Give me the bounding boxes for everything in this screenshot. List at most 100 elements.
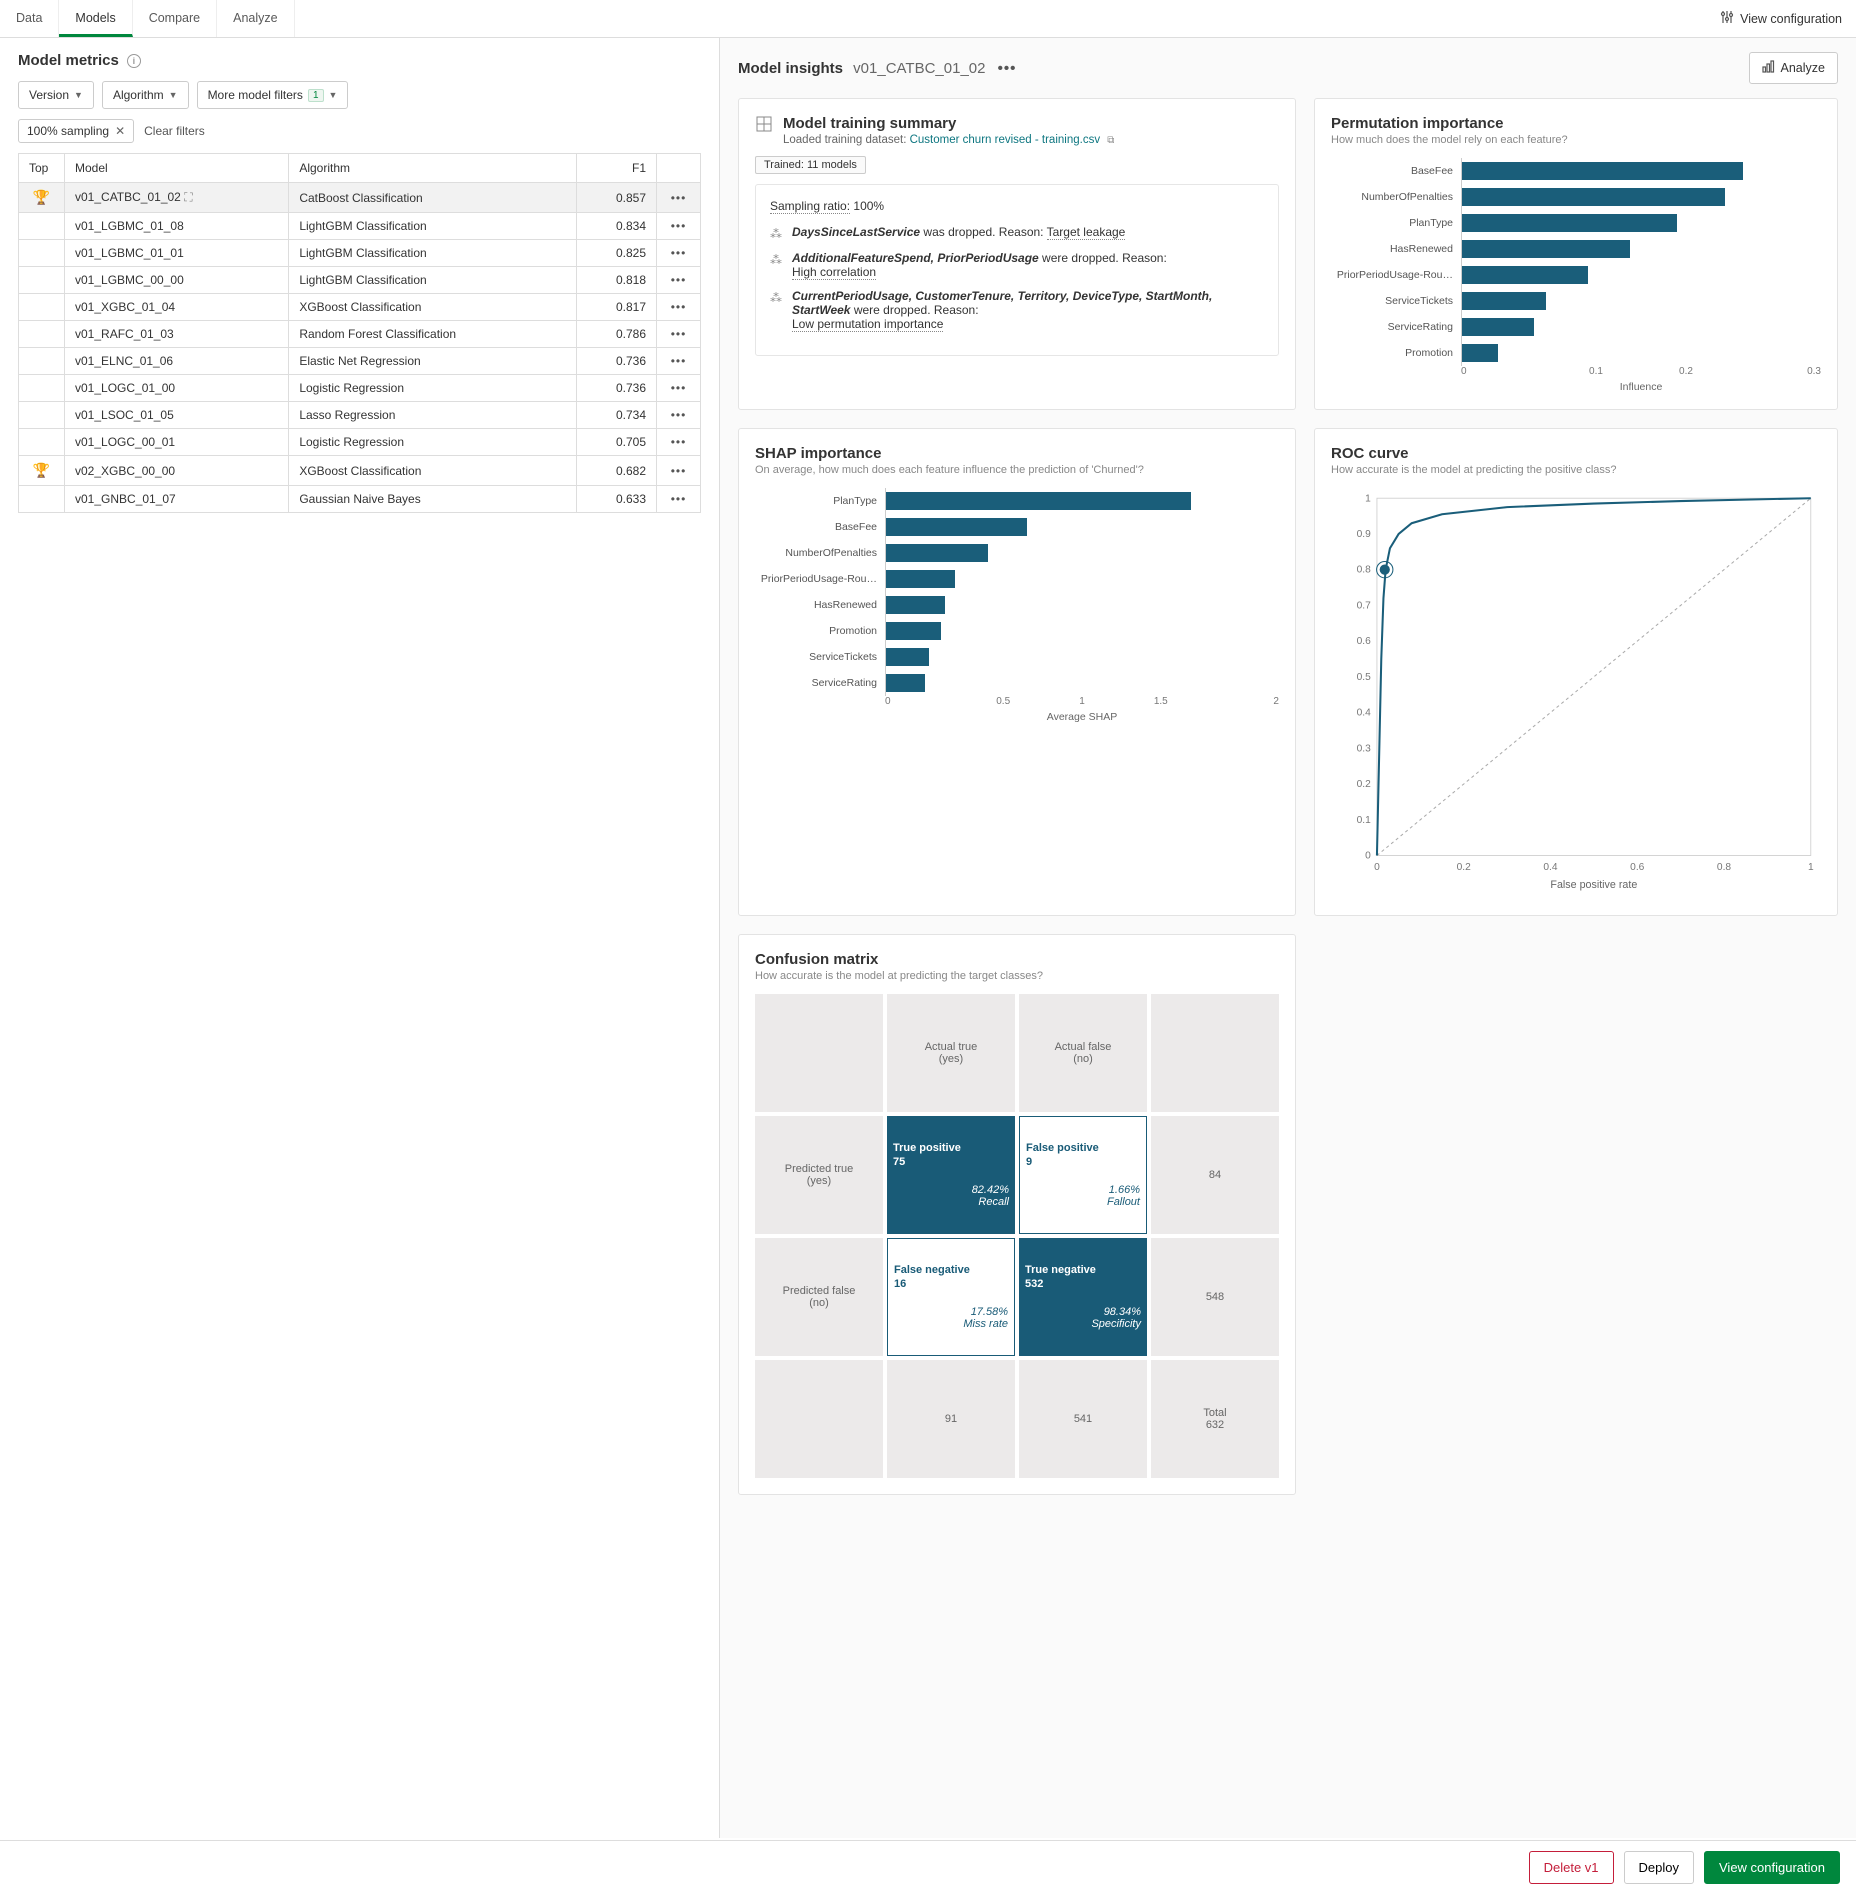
model-name-cell: v01_LGBMC_01_08 [65,213,289,240]
bar-label: Promotion [1331,347,1461,359]
roc-card: ROC curve How accurate is the model at p… [1314,428,1838,916]
model-name-cell: v01_LSOC_01_05 [65,402,289,429]
more-filters[interactable]: More model filters 1 ▼ [197,81,349,109]
cm-tn: True negative53298.34%Specificity [1019,1238,1147,1356]
table-row[interactable]: v01_XGBC_01_04XGBoost Classification0.81… [19,294,701,321]
bar-fill [886,648,929,666]
tab-compare[interactable]: Compare [133,0,217,37]
bar-row: PlanType [755,488,1279,514]
row-menu-icon[interactable]: ••• [657,402,701,429]
algo-cell: Gaussian Naive Bayes [289,486,577,513]
col-Model[interactable]: Model [65,154,289,183]
sparkle-icon: ⁂ [770,227,782,241]
bar-fill [886,622,941,640]
bar-fill [886,596,945,614]
training-title: Model training summary [783,115,1279,132]
bar-fill [1462,266,1588,284]
col-F1[interactable]: F1 [577,154,657,183]
close-icon[interactable]: ✕ [115,124,125,138]
algorithm-filter[interactable]: Algorithm▼ [102,81,189,109]
tab-models[interactable]: Models [59,0,132,37]
trophy-icon [19,429,65,456]
tab-data[interactable]: Data [0,0,59,37]
model-name-cell: v01_LOGC_01_00 [65,375,289,402]
bar-label: HasRenewed [1331,243,1461,255]
bar-row: PlanType [1331,210,1821,236]
axis-title: Influence [1461,381,1821,393]
f1-cell: 0.736 [577,375,657,402]
bar-fill [1462,344,1498,362]
sliders-icon [1720,10,1734,27]
table-row[interactable]: v01_GNBC_01_07Gaussian Naive Bayes0.633•… [19,486,701,513]
row-menu-icon[interactable]: ••• [657,240,701,267]
row-menu-icon[interactable]: ••• [657,321,701,348]
cm-empty [755,994,883,1112]
table-row[interactable]: v01_LOGC_01_00Logistic Regression0.736••… [19,375,701,402]
bar-label: BaseFee [755,521,885,533]
dataset-link[interactable]: Customer churn revised - training.csv [910,134,1100,146]
algo-cell: XGBoost Classification [289,294,577,321]
col-Top[interactable]: Top [19,154,65,183]
table-row[interactable]: v01_LSOC_01_05Lasso Regression0.734••• [19,402,701,429]
table-row[interactable]: 🏆v01_CATBC_01_02 ⛶CatBoost Classificatio… [19,183,701,213]
row-menu-icon[interactable]: ••• [657,486,701,513]
version-filter[interactable]: Version▼ [18,81,94,109]
table-row[interactable]: v01_LGBMC_00_00LightGBM Classification0.… [19,267,701,294]
axis-tick: 0 [1461,366,1551,377]
info-icon[interactable]: i [127,54,141,68]
view-config-button[interactable]: View configuration [1704,1851,1840,1884]
more-icon[interactable]: ••• [998,60,1017,77]
tab-analyze[interactable]: Analyze [217,0,294,37]
svg-text:0.5: 0.5 [1357,672,1371,683]
row-menu-icon[interactable]: ••• [657,429,701,456]
col-Algorithm[interactable]: Algorithm [289,154,577,183]
bar-fill [1462,162,1743,180]
f1-cell: 0.705 [577,429,657,456]
row-menu-icon[interactable]: ••• [657,348,701,375]
algo-cell: XGBoost Classification [289,456,577,486]
row-menu-icon[interactable]: ••• [657,294,701,321]
row-menu-icon[interactable]: ••• [657,267,701,294]
col-actions[interactable] [657,154,701,183]
trophy-icon [19,213,65,240]
sampling-chip[interactable]: 100% sampling✕ [18,119,134,143]
cm-col1-total: 91 [887,1360,1015,1478]
expand-icon[interactable]: ⛶ [184,190,192,204]
bar-fill [886,518,1027,536]
delete-button[interactable]: Delete v1 [1529,1851,1614,1884]
cm-pred-false-hdr: Predicted false(no) [755,1238,883,1356]
table-row[interactable]: v01_LGBMC_01_08LightGBM Classification0.… [19,213,701,240]
table-row[interactable]: v01_LGBMC_01_01LightGBM Classification0.… [19,240,701,267]
trophy-icon: 🏆 [19,456,65,486]
table-row[interactable]: 🏆v02_XGBC_00_00XGBoost Classification0.6… [19,456,701,486]
f1-cell: 0.817 [577,294,657,321]
table-row[interactable]: v01_ELNC_01_06Elastic Net Regression0.73… [19,348,701,375]
bar-fill [1462,240,1630,258]
model-name-cell: v01_XGBC_01_04 [65,294,289,321]
algo-cell: Elastic Net Regression [289,348,577,375]
analyze-button[interactable]: Analyze [1749,52,1838,84]
insights-title: Model insights v01_CATBC_01_02 ••• [738,60,1016,77]
bar-fill [886,544,988,562]
axis-tick: 2 [1200,696,1279,707]
shap-card: SHAP importance On average, how much doe… [738,428,1296,916]
table-row[interactable]: v01_RAFC_01_03Random Forest Classificati… [19,321,701,348]
model-name-cell: v01_LGBMC_00_00 [65,267,289,294]
trophy-icon [19,294,65,321]
model-name-cell: v01_RAFC_01_03 [65,321,289,348]
clear-filters-link[interactable]: Clear filters [144,124,205,138]
model-name-cell: v01_GNBC_01_07 [65,486,289,513]
table-row[interactable]: v01_LOGC_00_01Logistic Regression0.705••… [19,429,701,456]
model-metrics-title: Model metrics [18,52,119,69]
trophy-icon [19,402,65,429]
axis-tick: 1 [1043,696,1122,707]
row-menu-icon[interactable]: ••• [657,456,701,486]
row-menu-icon[interactable]: ••• [657,213,701,240]
deploy-button[interactable]: Deploy [1624,1851,1694,1884]
row-menu-icon[interactable]: ••• [657,375,701,402]
cm-pred-true-hdr: Predicted true(yes) [755,1116,883,1234]
cm-col2-total: 541 [1019,1360,1147,1478]
row-menu-icon[interactable]: ••• [657,183,701,213]
axis-tick: 0.3 [1731,366,1821,377]
view-configuration-top[interactable]: View configuration [1706,0,1856,37]
